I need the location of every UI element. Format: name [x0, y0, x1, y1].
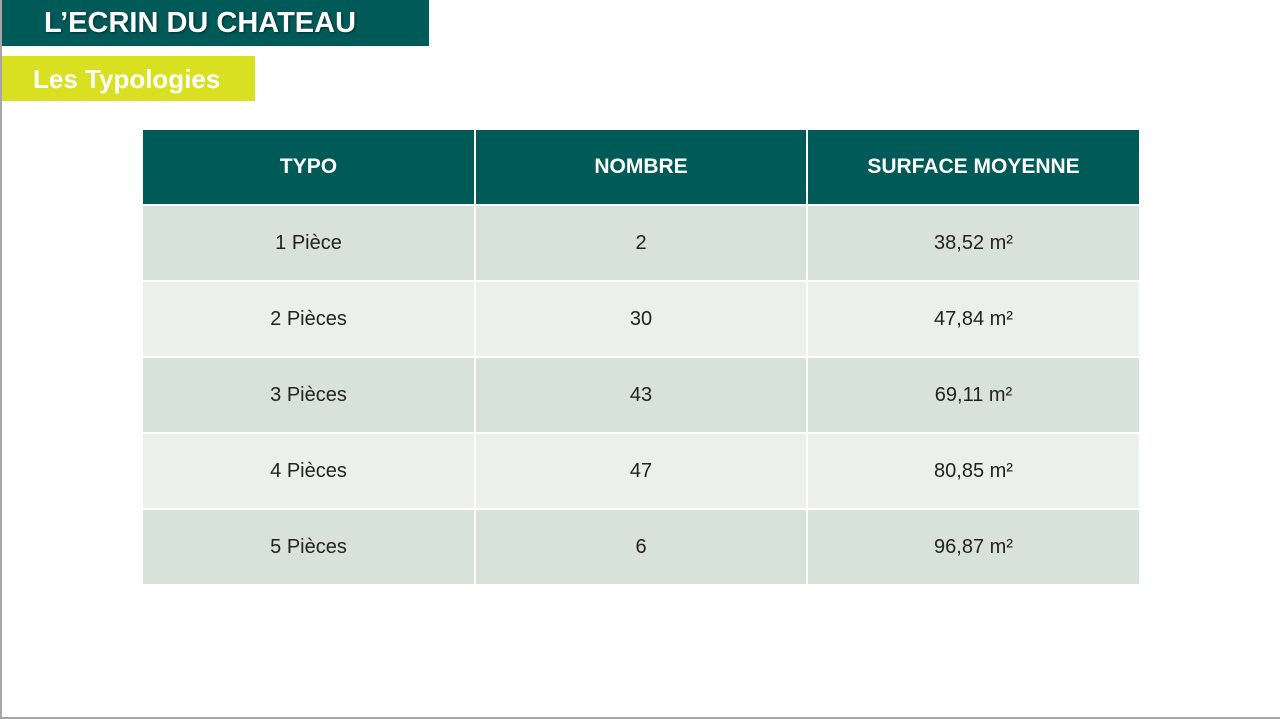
cell-typo: 2 Pièces	[143, 281, 476, 358]
page-left-border	[0, 0, 2, 719]
cell-typo: 4 Pièces	[143, 433, 476, 510]
table-row: 2 Pièces 30 47,84 m²	[143, 281, 1139, 358]
section-subtitle: Les Typologies	[2, 56, 255, 101]
table-header-row: TYPO NOMBRE SURFACE MOYENNE	[143, 130, 1139, 206]
cell-surface: 80,85 m²	[807, 433, 1139, 510]
table-row: 3 Pièces 43 69,11 m²	[143, 357, 1139, 434]
page-bottom-border	[0, 717, 1280, 719]
cell-typo: 3 Pièces	[143, 357, 476, 434]
cell-nombre: 47	[475, 433, 808, 510]
cell-typo: 1 Pièce	[143, 205, 476, 282]
table-row: 5 Pièces 6 96,87 m²	[143, 509, 1139, 586]
page-title: L’ECRIN DU CHATEAU	[2, 0, 429, 46]
column-header-typo: TYPO	[143, 130, 476, 206]
cell-surface: 96,87 m²	[807, 509, 1139, 586]
cell-nombre: 2	[475, 205, 808, 282]
typologies-table: TYPO NOMBRE SURFACE MOYENNE 1 Pièce 2 38…	[143, 130, 1139, 586]
cell-typo: 5 Pièces	[143, 509, 476, 586]
table-row: 4 Pièces 47 80,85 m²	[143, 433, 1139, 510]
cell-nombre: 6	[475, 509, 808, 586]
cell-surface: 69,11 m²	[807, 357, 1139, 434]
column-header-surface: SURFACE MOYENNE	[807, 130, 1139, 206]
cell-nombre: 30	[475, 281, 808, 358]
cell-surface: 47,84 m²	[807, 281, 1139, 358]
column-header-nombre: NOMBRE	[475, 130, 808, 206]
table-row: 1 Pièce 2 38,52 m²	[143, 205, 1139, 282]
cell-nombre: 43	[475, 357, 808, 434]
cell-surface: 38,52 m²	[807, 205, 1139, 282]
